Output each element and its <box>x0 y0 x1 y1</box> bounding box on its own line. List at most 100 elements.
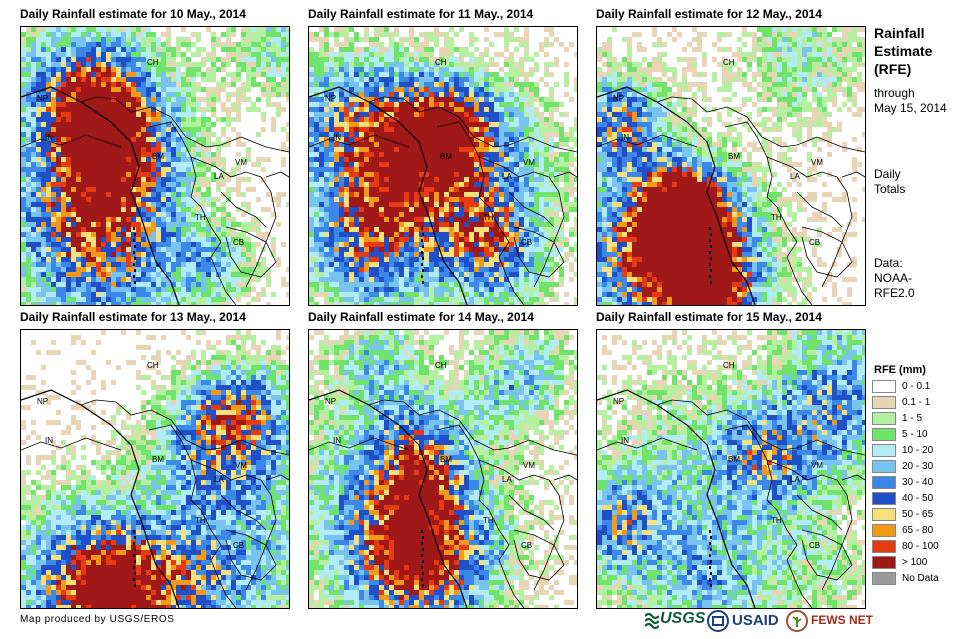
island-mark <box>421 263 423 266</box>
border-line <box>796 191 843 228</box>
island-mark <box>422 281 424 284</box>
country-label-bm: BM <box>728 455 740 464</box>
island-mark <box>710 548 712 551</box>
island-mark <box>422 257 424 260</box>
island-mark <box>709 554 711 557</box>
country-label-in: IN <box>621 133 629 142</box>
country-label-vm: VM <box>523 158 535 167</box>
legend-title: RFE (mm) <box>874 364 926 376</box>
legend-swatch <box>872 411 896 425</box>
border-line <box>656 399 798 451</box>
border-line <box>21 86 180 305</box>
legend-label: 80 - 100 <box>902 540 939 552</box>
island-mark <box>709 578 711 581</box>
country-label-np: NP <box>37 397 49 406</box>
legend-label: 50 - 65 <box>902 508 934 520</box>
fewsnet-logo: FEWS NET <box>786 610 873 634</box>
island-mark <box>421 578 423 581</box>
country-label-cb: CB <box>521 238 533 247</box>
island-mark <box>134 245 136 248</box>
country-label-la: LA <box>214 172 224 181</box>
island-mark <box>421 530 423 533</box>
island-mark <box>133 566 135 569</box>
legend-swatch <box>872 427 896 441</box>
island-mark <box>133 263 135 266</box>
island-mark <box>133 542 135 545</box>
panel-title: Daily Rainfall estimate for 12 May., 201… <box>596 7 822 21</box>
border-line <box>508 136 577 153</box>
island-mark <box>133 530 135 533</box>
country-label-vm: VM <box>235 158 247 167</box>
through-date: through May 15, 2014 <box>874 86 947 115</box>
island-mark <box>134 560 136 563</box>
island-mark <box>709 566 711 569</box>
border-line <box>508 191 555 228</box>
island-mark <box>133 275 135 278</box>
legend-label: No Data <box>902 572 939 584</box>
country-label-ch: CH <box>435 361 447 370</box>
legend-item: 50 - 65 <box>872 506 964 522</box>
border-line <box>786 256 813 305</box>
country-label-vm: VM <box>811 461 823 470</box>
border-line <box>513 226 565 278</box>
border-line <box>436 424 510 561</box>
border-line <box>508 439 577 456</box>
legend-swatch <box>872 491 896 505</box>
country-label-th: TH <box>771 516 782 525</box>
border-line <box>265 171 289 178</box>
rainfall-map-svg <box>21 330 289 608</box>
island-mark <box>421 275 423 278</box>
totals-label: Daily Totals <box>874 167 906 196</box>
legend-item: 10 - 20 <box>872 442 964 458</box>
sidebar-title: Rainfall Estimate (RFE) <box>874 25 933 77</box>
island-mark <box>421 554 423 557</box>
legend-item: 80 - 100 <box>872 538 964 554</box>
island-mark <box>421 239 423 242</box>
country-label-in: IN <box>333 436 341 445</box>
legend-item: 30 - 40 <box>872 474 964 490</box>
border-line <box>841 474 865 481</box>
country-label-la: LA <box>502 475 512 484</box>
border-line <box>597 437 698 451</box>
border-line <box>265 474 289 481</box>
country-label-np: NP <box>37 94 49 103</box>
border-line <box>656 96 798 148</box>
border-line <box>309 86 468 305</box>
country-label-cb: CB <box>521 541 533 550</box>
rainfall-map-svg <box>21 27 289 305</box>
island-mark <box>421 227 423 230</box>
border-line <box>309 134 410 148</box>
island-mark <box>710 584 712 587</box>
island-mark <box>133 554 135 557</box>
border-line <box>220 439 289 456</box>
border-line <box>766 156 853 288</box>
legend-label: > 100 <box>902 556 928 568</box>
country-label-np: NP <box>613 397 625 406</box>
legend-swatch <box>872 443 896 457</box>
country-label-th: TH <box>483 213 494 222</box>
country-label-vm: VM <box>523 461 535 470</box>
legend-item: 5 - 10 <box>872 426 964 442</box>
island-mark <box>422 245 424 248</box>
island-mark <box>134 572 136 575</box>
country-label-bm: BM <box>440 152 452 161</box>
panel-title: Daily Rainfall estimate for 11 May., 201… <box>308 7 534 21</box>
island-mark <box>133 251 135 254</box>
country-label-ch: CH <box>147 58 159 67</box>
country-label-in: IN <box>333 133 341 142</box>
legend-swatch <box>872 395 896 409</box>
border-line <box>498 559 525 608</box>
country-label-la: LA <box>790 172 800 181</box>
island-mark <box>709 542 711 545</box>
country-label-th: TH <box>195 213 206 222</box>
usaid-logo-text: USAID <box>732 612 779 629</box>
rainfall-map: CH NP IN BM LA VM TH CB <box>596 26 866 306</box>
island-mark <box>710 257 712 260</box>
rainfall-map-svg <box>597 330 865 608</box>
legend-label: 0 - 0.1 <box>902 380 931 392</box>
legend-label: 65 - 80 <box>902 524 934 536</box>
country-label-bm: BM <box>728 152 740 161</box>
rainfall-map-svg <box>309 330 577 608</box>
border-line <box>21 437 122 451</box>
border-line <box>220 191 267 228</box>
